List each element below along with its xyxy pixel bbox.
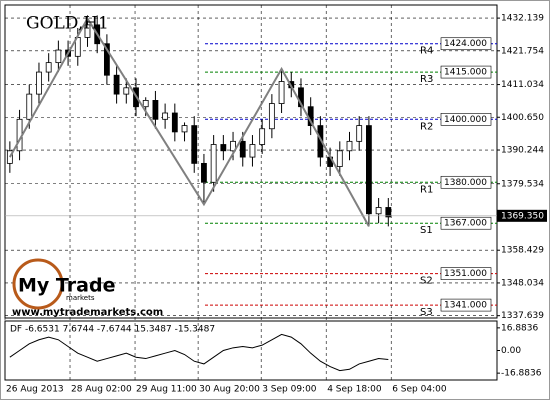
chart-title: GOLD,H1 — [26, 14, 109, 34]
candle-body — [230, 140, 236, 152]
last-price-label: 1369.350 — [501, 211, 544, 221]
level-box — [440, 37, 492, 51]
indicator-line — [9, 333, 389, 372]
x-tick-label: 30 Aug 20:00 — [199, 385, 260, 395]
level-label: 1424.000 — [444, 39, 487, 49]
candle-body — [366, 125, 372, 215]
level-name: R3 — [420, 74, 433, 85]
candle-body — [268, 103, 275, 130]
x-tick-label: 6 Sep 04:00 — [392, 385, 447, 395]
candle-body — [356, 125, 363, 142]
y-tick-label: 1358.429 — [501, 246, 544, 256]
level-box — [440, 65, 492, 79]
candle-body — [181, 125, 188, 133]
y-tick-label: 1411.034 — [501, 80, 544, 90]
candle-body — [113, 74, 120, 95]
candle-body — [210, 144, 217, 183]
candle-body — [142, 100, 149, 108]
level-name: R2 — [420, 121, 433, 132]
candle-body — [201, 162, 207, 183]
logo-sub: markets — [66, 294, 95, 302]
level-label: 1367.000 — [444, 219, 487, 229]
candle-body — [191, 125, 198, 164]
level-label: 1415.000 — [444, 68, 487, 78]
candle-body — [278, 81, 285, 104]
candle-body — [103, 43, 110, 76]
indicator-tick-label: 0.00 — [501, 346, 521, 356]
logo: My Trade markets www.mytrademarkets.com — [12, 258, 163, 318]
y-tick-label: 1400.650 — [501, 113, 544, 123]
candle-body — [123, 87, 130, 95]
candle-body — [84, 24, 91, 38]
indicator-tick-label: -16.8836 — [501, 369, 542, 379]
candle-body — [45, 62, 52, 73]
candle-body — [26, 93, 33, 120]
y-tick-label: 1421.754 — [501, 46, 544, 56]
level-name: R1 — [420, 184, 433, 195]
level-name: S2 — [420, 276, 433, 287]
level-label: 1341.000 — [444, 301, 487, 311]
level-label: 1400.000 — [444, 115, 487, 125]
level-box — [440, 113, 492, 126]
candle-body — [171, 112, 178, 133]
indicator-label: DF -6.6531 7.6744 -7.6744 15.3487 -15.34… — [10, 325, 215, 335]
candle-body — [239, 140, 246, 158]
level-label: 1351.000 — [444, 269, 487, 279]
y-tick-label: 1432.139 — [501, 14, 544, 24]
zigzag-line — [8, 16, 370, 227]
level-name: S1 — [420, 225, 433, 236]
logo-ring — [12, 258, 64, 310]
candle-body — [220, 144, 227, 152]
candle-body — [298, 87, 304, 108]
level-label: 1380.000 — [444, 178, 487, 188]
candle-body — [55, 49, 62, 64]
candle-body — [162, 112, 169, 120]
level-name: R4 — [420, 46, 433, 57]
x-tick-label: 26 Aug 2013 — [6, 385, 64, 395]
candle-body — [375, 207, 382, 215]
y-tick-label: 1348.034 — [501, 278, 544, 288]
y-tick-label: 1390.244 — [501, 146, 544, 156]
level-name: S3 — [420, 307, 433, 318]
x-tick-label: 3 Sep 09:00 — [262, 385, 317, 395]
candle-body — [346, 140, 353, 152]
candle-body — [385, 207, 392, 218]
candle-body — [36, 71, 42, 95]
level-box — [440, 298, 492, 312]
level-box — [440, 175, 492, 189]
indicator-tick-label: 16.8836 — [501, 323, 538, 333]
candle-body — [336, 150, 343, 167]
last-price-box — [497, 209, 547, 222]
y-tick-label: 1379.534 — [501, 179, 544, 189]
x-tick-label: 4 Sep 18:00 — [327, 385, 382, 395]
x-tick-label: 29 Aug 11:00 — [136, 385, 197, 395]
logo-brand: My Trade — [18, 275, 115, 297]
logo-url: www.mytrademarkets.com — [12, 307, 163, 318]
y-tick-label: 1337.639 — [501, 311, 544, 321]
level-box — [440, 267, 492, 280]
level-box — [440, 216, 492, 230]
candle-body — [249, 144, 256, 158]
x-tick-label: 28 Aug 02:00 — [71, 385, 132, 395]
candle-body — [259, 128, 266, 145]
candle-body — [152, 100, 159, 120]
